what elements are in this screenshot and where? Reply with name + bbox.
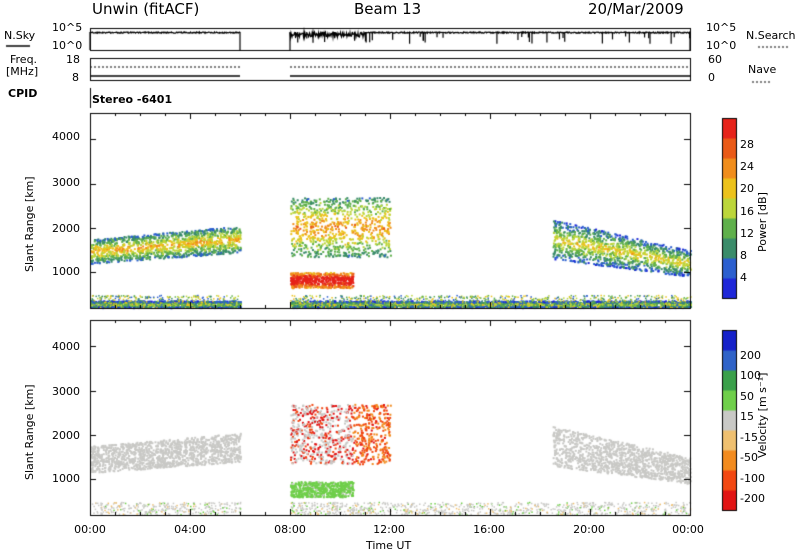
date-title: 20/Mar/2009 (588, 0, 684, 18)
p1-ytick-1000: 1000 (52, 265, 80, 278)
xlabel-time: Time UT (366, 539, 412, 552)
freq-label-line1: Freq. (10, 53, 38, 66)
p1-ytick-4000: 4000 (52, 130, 80, 143)
vel-tick-m50: -50 (740, 451, 758, 464)
vel-tick-m15: -15 (740, 431, 758, 444)
beam-title: Beam 13 (354, 0, 422, 18)
station-title: Unwin (fitACF) (92, 0, 200, 18)
xtick-2400: 00:00 (672, 523, 704, 536)
cpid-label: CPID (8, 87, 38, 100)
vel-tick-200: 200 (740, 349, 761, 362)
p1-ytick-2000: 2000 (52, 222, 80, 235)
nsky-tick-bottom-right: 10^0 (706, 39, 737, 52)
power-tick-16: 16 (740, 205, 754, 218)
freq-tick-bottom: 8 (72, 71, 79, 84)
nave-tick-bottom: 0 (708, 71, 715, 84)
freq-tick-top: 18 (66, 53, 80, 66)
xtick-0000: 00:00 (74, 523, 106, 536)
power-tick-28: 28 (740, 138, 754, 151)
power-tick-20: 20 (740, 182, 754, 195)
vel-tick-m100: -100 (740, 472, 765, 485)
p1-ytick-3000: 3000 (52, 176, 80, 189)
vel-tick-100: 100 (740, 369, 761, 382)
power-tick-4: 4 (740, 271, 747, 284)
p2-ytick-4000: 4000 (52, 340, 80, 353)
power-tick-8: 8 (740, 249, 747, 262)
cpid-value: Stereo -6401 (92, 93, 173, 106)
p2-ytick-2000: 2000 (52, 429, 80, 442)
p2-ytick-3000: 3000 (52, 385, 80, 398)
power-colorbar-label: Power [dB] (756, 192, 769, 252)
nsky-tick-bottom: 10^0 (52, 39, 83, 52)
xtick-0400: 04:00 (174, 523, 206, 536)
vel-tick-m200: -200 (740, 492, 765, 505)
p1-ylabel: Slant Range [km] (23, 176, 36, 272)
velocity-colorbar-label: Velocity [m s⁻¹] (756, 372, 769, 458)
freq-label-line2: [MHz] (6, 65, 39, 78)
vel-tick-50: 50 (740, 390, 754, 403)
xtick-2000: 20:00 (573, 523, 605, 536)
xtick-0800: 08:00 (274, 523, 306, 536)
power-tick-12: 12 (740, 227, 754, 240)
xtick-1200: 12:00 (373, 523, 405, 536)
p2-ytick-1000: 1000 (52, 472, 80, 485)
vel-tick-15: 15 (740, 410, 754, 423)
xtick-1600: 16:00 (473, 523, 505, 536)
nsky-tick-top-right: 10^5 (706, 21, 737, 34)
nsearch-label: N.Search (746, 29, 796, 42)
nave-tick-top: 60 (708, 53, 722, 66)
nsky-tick-top: 10^5 (52, 21, 83, 34)
nave-label: Nave (748, 63, 777, 76)
power-tick-24: 24 (740, 160, 754, 173)
nsky-label: N.Sky (4, 29, 36, 42)
p2-ylabel: Slant Range [km] (23, 384, 36, 480)
